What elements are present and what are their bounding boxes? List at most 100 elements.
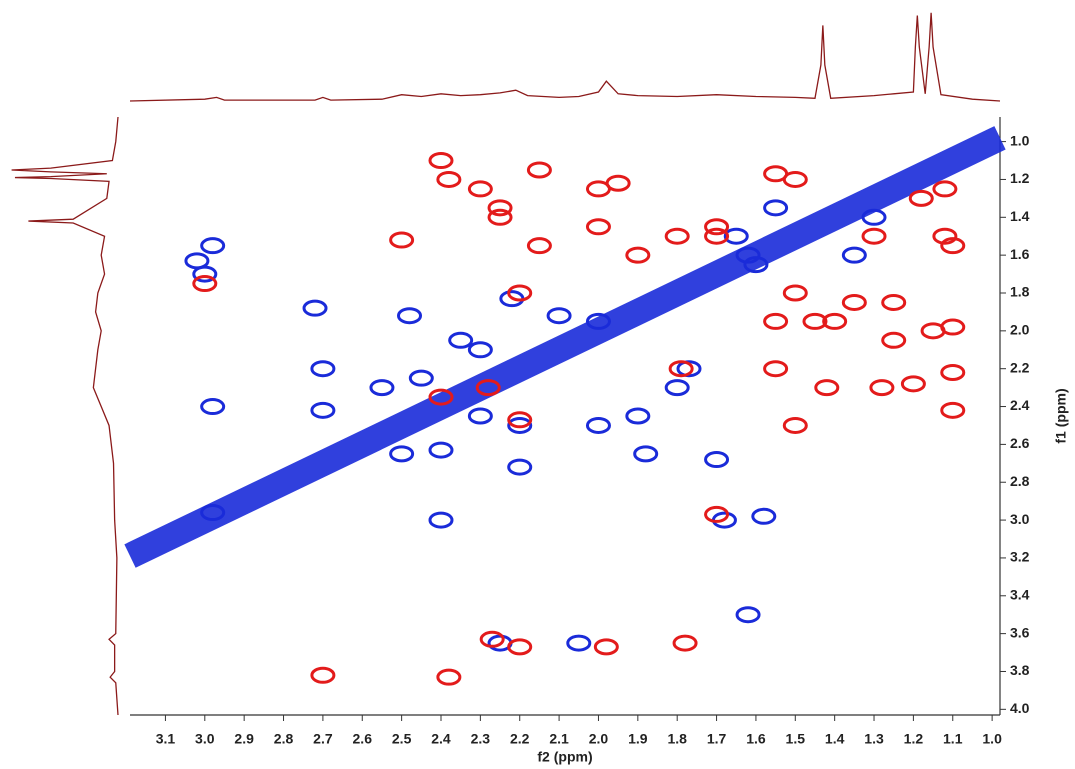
cross-peak <box>310 360 336 378</box>
cross-peak <box>861 208 887 226</box>
x-tick-label: 2.9 <box>234 731 254 747</box>
y-tick-label: 4.0 <box>1010 700 1030 716</box>
cross-peak <box>475 379 501 397</box>
cross-peak <box>940 318 966 336</box>
cross-peak <box>526 161 552 179</box>
cross-peak <box>200 398 226 416</box>
x-tick-label: 1.3 <box>864 731 884 747</box>
cross-peak <box>861 227 887 245</box>
cross-peak <box>704 227 730 245</box>
cross-peak <box>763 360 789 378</box>
cross-peak <box>389 445 415 463</box>
y-tick-label: 1.0 <box>1010 132 1030 148</box>
cross-peak <box>184 252 210 270</box>
x-tick-label: 2.2 <box>510 731 530 747</box>
cross-peak <box>200 237 226 255</box>
cross-peak <box>932 227 958 245</box>
x-tick-label: 1.6 <box>746 731 766 747</box>
cross-peak <box>507 458 533 476</box>
x-tick-label: 2.7 <box>313 731 333 747</box>
cross-peak <box>302 299 328 317</box>
x-tick-label: 1.1 <box>943 731 963 747</box>
x-tick-label: 1.8 <box>667 731 687 747</box>
cross-peak <box>192 275 218 293</box>
cross-peak <box>310 401 336 419</box>
y-tick-label: 2.8 <box>1010 473 1030 489</box>
cross-peak <box>802 312 828 330</box>
cross-peak <box>704 218 730 236</box>
x-tick-label: 2.0 <box>589 731 609 747</box>
cross-peak <box>633 445 659 463</box>
y-tick-label: 1.8 <box>1010 284 1030 300</box>
cross-peak <box>428 388 454 406</box>
cross-peak <box>908 189 934 207</box>
cross-peak <box>507 416 533 434</box>
cross-peak <box>585 312 611 330</box>
x-tick-label: 3.0 <box>195 731 215 747</box>
cross-peak <box>625 246 651 264</box>
cross-peak <box>668 360 694 378</box>
y-axis-label: f1 (ppm) <box>1053 388 1069 443</box>
y-tick-label: 3.8 <box>1010 662 1030 678</box>
cross-peak <box>704 451 730 469</box>
x-tick-label: 2.4 <box>431 731 451 747</box>
cross-peak <box>881 293 907 311</box>
cross-peak <box>940 363 966 381</box>
cross-peak <box>428 511 454 529</box>
cross-peak <box>841 246 867 264</box>
cross-peak <box>735 606 761 624</box>
y-tick-label: 1.6 <box>1010 246 1030 262</box>
cross-peak <box>593 638 619 656</box>
cross-peak <box>723 227 749 245</box>
cross-peak <box>735 246 761 264</box>
cross-peak <box>389 231 415 249</box>
cross-peak <box>507 411 533 429</box>
cross-peak <box>467 341 493 359</box>
diagonal <box>124 126 1006 568</box>
x-tick-label: 1.7 <box>707 731 727 747</box>
cross-peak <box>487 208 513 226</box>
cross-peak <box>448 331 474 349</box>
cross-peak <box>467 407 493 425</box>
y-tick-label: 2.4 <box>1010 397 1030 413</box>
y-tick-label: 2.2 <box>1010 359 1030 375</box>
cross-peak <box>526 237 552 255</box>
cross-peak <box>664 227 690 245</box>
cross-peak <box>507 284 533 302</box>
cross-peak <box>310 666 336 684</box>
x-tick-label: 2.8 <box>274 731 294 747</box>
cross-peak <box>869 379 895 397</box>
y-tick-label: 1.2 <box>1010 170 1030 186</box>
cross-peak <box>479 630 505 648</box>
cross-peak <box>704 505 730 523</box>
cross-peak <box>625 407 651 425</box>
cross-peak <box>940 237 966 255</box>
x-tick-label: 2.5 <box>392 731 412 747</box>
cross-peak <box>436 170 462 188</box>
y-tick-label: 2.0 <box>1010 322 1030 338</box>
cross-peak <box>676 360 702 378</box>
x-axis-label: f2 (ppm) <box>537 749 592 765</box>
cross-peak <box>507 638 533 656</box>
x-tick-label: 3.1 <box>156 731 176 747</box>
y-tick-label: 3.0 <box>1010 511 1030 527</box>
top-projection <box>129 12 1001 102</box>
cross-peak <box>932 180 958 198</box>
cross-peak <box>397 307 423 325</box>
cross-peak <box>751 507 777 525</box>
x-tick-label: 2.1 <box>549 731 569 747</box>
x-tick-label: 1.4 <box>825 731 845 747</box>
x-tick-label: 2.3 <box>471 731 491 747</box>
cross-peak <box>467 180 493 198</box>
cross-peak <box>487 199 513 217</box>
cross-peak <box>428 152 454 170</box>
cross-peak <box>814 379 840 397</box>
cross-peak <box>940 401 966 419</box>
cross-peak <box>369 379 395 397</box>
cross-peak <box>782 284 808 302</box>
x-tick-label: 1.9 <box>628 731 648 747</box>
cross-peak <box>566 634 592 652</box>
cross-peak <box>841 293 867 311</box>
cross-peak <box>408 369 434 387</box>
y-tick-label: 3.4 <box>1010 586 1030 602</box>
